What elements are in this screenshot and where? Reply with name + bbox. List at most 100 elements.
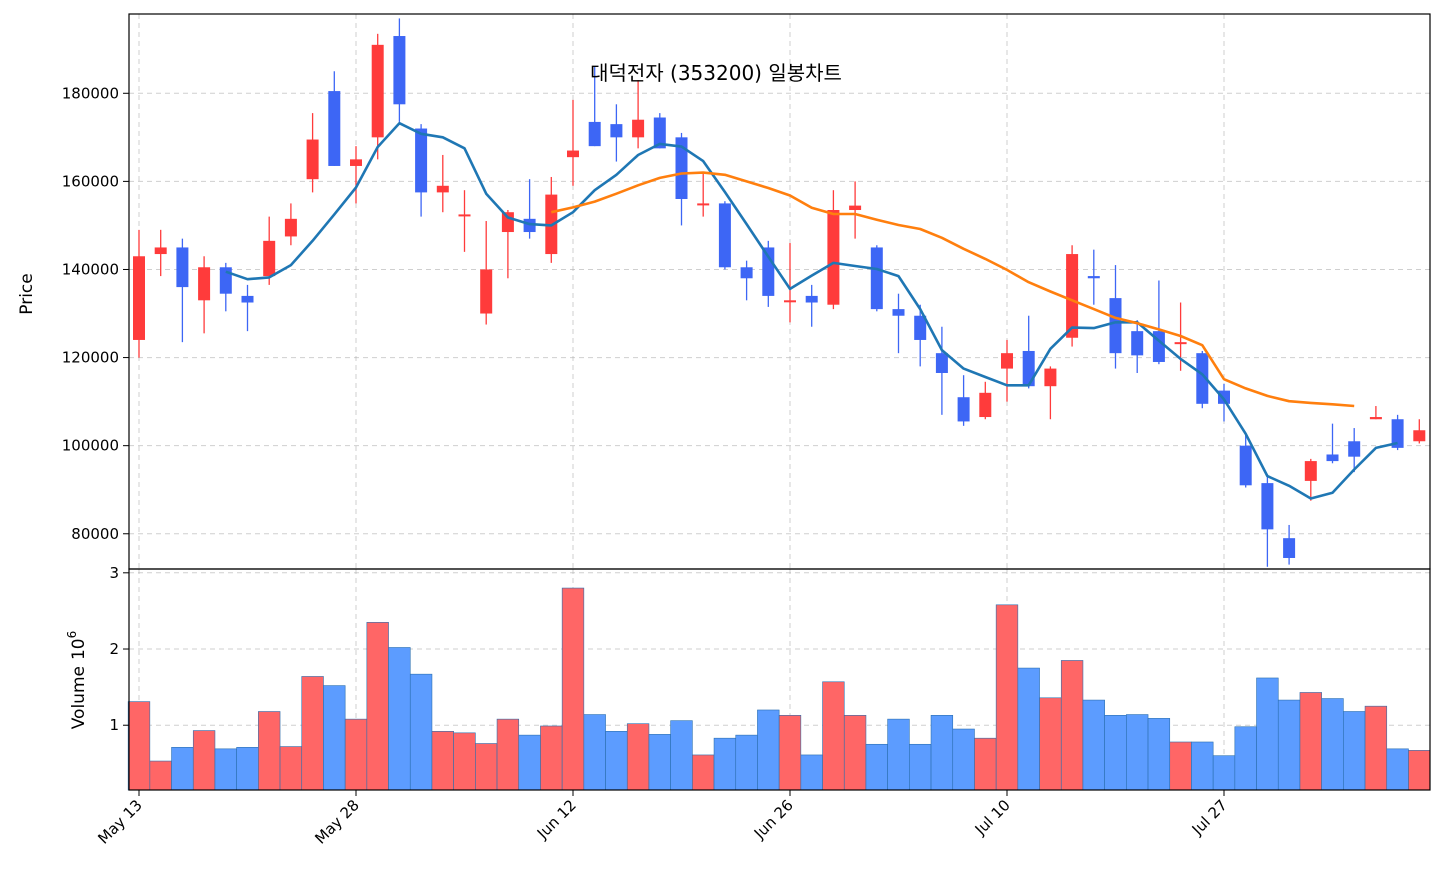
candle-body bbox=[1369, 417, 1382, 420]
volume-bar bbox=[843, 715, 867, 791]
volume-bar bbox=[1039, 697, 1062, 791]
candle-body bbox=[219, 267, 232, 294]
candle-body bbox=[1261, 483, 1274, 530]
volume-bar bbox=[778, 715, 802, 791]
volume-bar bbox=[930, 715, 954, 791]
volume-bar bbox=[1060, 660, 1084, 791]
volume-bar bbox=[127, 701, 151, 791]
candle-body bbox=[284, 218, 297, 237]
volume-bar bbox=[648, 734, 671, 791]
volume-bar bbox=[800, 754, 823, 791]
volume-bar bbox=[518, 734, 541, 791]
volume-bar bbox=[583, 714, 606, 791]
volume-bar bbox=[1082, 699, 1105, 791]
volume-bar bbox=[1343, 711, 1366, 791]
candle-body bbox=[1326, 454, 1339, 462]
candle-body bbox=[610, 124, 623, 138]
volume-bar bbox=[692, 754, 715, 791]
volume-bar bbox=[431, 731, 454, 791]
volume-axis-label: Volume 106 bbox=[65, 631, 89, 730]
volume-bar bbox=[496, 718, 520, 791]
volume-bar bbox=[1277, 699, 1301, 791]
candle-body bbox=[827, 210, 840, 305]
candle-body bbox=[849, 205, 862, 211]
volume-bar bbox=[258, 711, 281, 791]
candle-body bbox=[1022, 350, 1035, 387]
volume-bar bbox=[1408, 750, 1431, 791]
candle-body bbox=[1304, 461, 1317, 481]
volume-bar bbox=[909, 743, 932, 791]
candle-body bbox=[350, 159, 362, 166]
volume-bar bbox=[279, 746, 303, 791]
volume-bar bbox=[1212, 755, 1236, 791]
volume-bar bbox=[1256, 677, 1279, 791]
volume-bar bbox=[1321, 698, 1344, 791]
volume-bar bbox=[605, 731, 628, 791]
candle-body bbox=[588, 121, 601, 147]
price-axis-label: Price bbox=[17, 273, 37, 314]
x-tick-label: Jun 12 bbox=[533, 796, 580, 843]
volume-bar bbox=[540, 725, 563, 791]
candle-body bbox=[241, 295, 254, 303]
candle-body bbox=[1001, 353, 1013, 369]
candle-body bbox=[892, 309, 905, 316]
candle-body bbox=[935, 353, 948, 373]
candle-body bbox=[697, 203, 710, 206]
volume-bar bbox=[149, 760, 172, 791]
volume-bar bbox=[1104, 715, 1127, 791]
price-tick-label: 140000 bbox=[62, 260, 119, 278]
chart-title: 대덕전자 (353200) 일봉차트 bbox=[590, 61, 842, 85]
candle-body bbox=[328, 91, 341, 166]
x-tick-label: Jun 26 bbox=[750, 796, 797, 843]
volume-bar bbox=[1364, 705, 1388, 791]
candle-body bbox=[393, 36, 406, 105]
candle-body bbox=[1044, 368, 1057, 387]
candle-body bbox=[718, 203, 731, 268]
volume-bar bbox=[1299, 692, 1322, 791]
candle-body bbox=[1066, 254, 1079, 338]
volume-bar bbox=[822, 681, 845, 791]
candle-body bbox=[306, 139, 319, 180]
candle-body bbox=[914, 315, 927, 340]
volume-bar bbox=[236, 747, 259, 791]
candle-body bbox=[632, 119, 645, 138]
candle-body bbox=[154, 247, 167, 255]
volume-bar bbox=[865, 743, 888, 791]
candle-body bbox=[1196, 353, 1209, 404]
price-tick-label: 80000 bbox=[71, 525, 119, 543]
price-y-ticks: 80000 100000 120000 140000 160000 180000 bbox=[62, 84, 129, 543]
x-tick-label: Jul 10 bbox=[971, 796, 1014, 839]
volume-bar bbox=[1169, 741, 1192, 791]
volume-tick-label: 1 bbox=[109, 716, 119, 734]
candle-body bbox=[480, 269, 493, 314]
price-tick-label: 160000 bbox=[62, 172, 119, 190]
candle-body bbox=[1239, 445, 1252, 486]
volume-bar bbox=[323, 685, 346, 791]
x-tick-label: May 13 bbox=[94, 796, 146, 848]
moving-average-line bbox=[225, 121, 1398, 500]
volume-axis-unit-base: 10 bbox=[69, 638, 89, 660]
price-tick-label: 100000 bbox=[62, 437, 119, 455]
candle-body bbox=[567, 150, 579, 158]
volume-bar bbox=[366, 622, 389, 791]
volume-bar bbox=[1147, 718, 1171, 791]
volume-tick-label: 3 bbox=[109, 564, 119, 582]
candle-body bbox=[1131, 331, 1144, 356]
candle-body bbox=[1283, 538, 1296, 558]
volume-bar bbox=[453, 732, 476, 791]
candle-body bbox=[1087, 276, 1100, 279]
candle-body bbox=[436, 185, 449, 193]
candle-body bbox=[979, 392, 992, 418]
volume-bar bbox=[713, 737, 737, 791]
candle-body bbox=[371, 44, 384, 138]
volume-axis-label-text: Volume bbox=[69, 666, 89, 729]
moving-average-lines bbox=[225, 121, 1398, 500]
candle-body bbox=[805, 295, 818, 303]
candle-body bbox=[675, 137, 688, 199]
volume-bar bbox=[1017, 667, 1040, 791]
volume-bar bbox=[1386, 748, 1409, 791]
volume-bar bbox=[974, 737, 997, 791]
candle-body bbox=[198, 267, 211, 301]
volume-bar bbox=[409, 673, 433, 791]
volume-bar bbox=[952, 728, 975, 791]
